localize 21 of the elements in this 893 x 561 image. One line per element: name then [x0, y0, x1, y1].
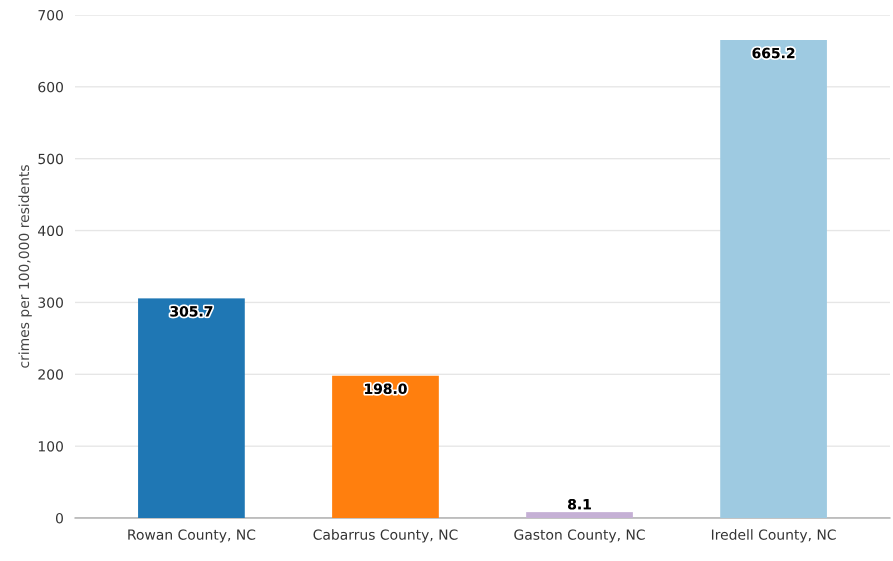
y-tick-label: 100 — [38, 441, 63, 452]
y-tick-label: 700 — [38, 10, 63, 20]
y-tick-label: 300 — [38, 297, 63, 308]
data-label: 665.2 — [752, 48, 794, 58]
y-tick-label: 500 — [38, 154, 63, 164]
y-tick-label: 200 — [38, 369, 63, 380]
x-tick-label: Rowan County, NC — [128, 529, 256, 543]
x-tick-label: Gaston County, NC — [514, 529, 645, 543]
y-tick-label: 0 — [56, 512, 63, 524]
data-label: 198.0 — [365, 384, 407, 394]
x-tick-label: Cabarrus County, NC — [313, 529, 458, 543]
x-tick-label: Iredell County, NC — [712, 529, 836, 543]
bar — [720, 40, 827, 518]
y-axis-title: crimes per 100,000 residents — [18, 165, 32, 368]
bar — [332, 376, 439, 518]
data-label: 305.7 — [170, 306, 212, 317]
y-tick-label: 400 — [38, 226, 63, 236]
bar — [526, 512, 633, 518]
y-tick-label: 600 — [38, 82, 63, 92]
bar — [138, 298, 245, 518]
data-label: 8.1 — [568, 498, 591, 510]
